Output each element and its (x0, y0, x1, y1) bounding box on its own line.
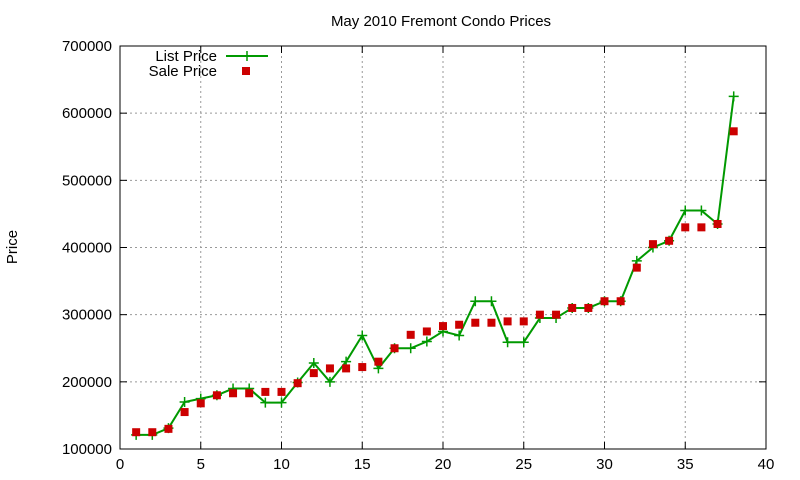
x-tick-label: 15 (354, 456, 371, 473)
data-point-sale-price (132, 428, 141, 437)
data-point-list-price (680, 205, 691, 216)
data-point-sale-price (713, 219, 722, 228)
data-point-sale-price (632, 263, 641, 272)
data-point-sale-price (325, 364, 334, 373)
data-point-sale-price (487, 318, 496, 327)
data-point-list-price (357, 330, 368, 341)
y-tick-label: 400000 (62, 240, 112, 257)
data-point-list-price (421, 336, 432, 347)
grid-lines (120, 46, 766, 449)
legend-label-list-price: List Price (155, 48, 217, 65)
data-point-sale-price (665, 236, 674, 245)
data-point-sale-price (503, 317, 512, 326)
data-point-sale-price (374, 357, 383, 366)
y-tick-label: 700000 (62, 38, 112, 55)
data-point-sale-price (616, 297, 625, 306)
y-tick-label: 200000 (62, 374, 112, 391)
data-point-sale-price (648, 240, 657, 249)
data-point-sale-price (568, 303, 577, 312)
y-tick-label: 100000 (62, 441, 112, 458)
data-point-list-price (728, 91, 739, 102)
data-point-list-price (179, 396, 190, 407)
data-point-sale-price (148, 428, 157, 437)
x-tick-label: 0 (116, 456, 124, 473)
data-point-sale-price (164, 424, 173, 433)
data-point-list-price (502, 337, 513, 348)
plot-frame (119, 45, 767, 450)
data-point-sale-price (584, 303, 593, 312)
legend-marker-list-price (242, 51, 252, 61)
x-tick-label: 35 (677, 456, 694, 473)
data-point-sale-price (519, 317, 528, 326)
x-tick-label: 30 (596, 456, 613, 473)
data-point-sale-price (293, 379, 302, 388)
x-tick-label: 40 (758, 456, 775, 473)
data-point-sale-price (552, 310, 561, 319)
data-point-sale-price (439, 322, 447, 331)
data-point-sale-price (390, 344, 399, 353)
data-point-list-price (518, 337, 529, 348)
data-point-list-price (470, 296, 481, 307)
data-point-sale-price (196, 399, 205, 408)
data-point-sale-price (600, 297, 609, 306)
data-point-sale-price (180, 408, 189, 417)
chart-title: May 2010 Fremont Condo Prices (331, 13, 551, 30)
data-point-sale-price (729, 127, 738, 136)
y-tick-label: 500000 (62, 172, 112, 189)
y-tick-label: 600000 (62, 105, 112, 122)
y-axis-label: Price (4, 230, 21, 264)
legend-label-sale-price: Sale Price (149, 63, 217, 80)
x-tick-label: 20 (435, 456, 452, 473)
x-tick-label: 5 (197, 456, 205, 473)
data-point-list-price (276, 397, 287, 408)
data-point-sale-price (455, 320, 464, 329)
data-point-list-price (260, 397, 271, 408)
data-point-sale-price (229, 389, 238, 398)
axis-ticks: 100000 200000 300000 400000 500000 600000 7000… (62, 38, 774, 473)
data-point-list-price (486, 296, 497, 307)
data-point-sale-price (261, 387, 270, 396)
data-point-sale-price (422, 327, 431, 336)
data-point-list-price (308, 358, 319, 369)
data-point-list-price (696, 205, 707, 216)
data-point-list-price (324, 376, 335, 387)
data-point-sale-price (212, 391, 221, 400)
data-point-sale-price (245, 389, 254, 398)
data-point-sale-price (358, 363, 367, 372)
data-point-sale-price (406, 330, 415, 339)
data-point-sale-price (277, 387, 286, 396)
data-point-sale-price (681, 223, 690, 232)
legend: List Price Sale Price (149, 48, 268, 80)
data-point-sale-price (697, 223, 706, 232)
data-point-list-price (454, 330, 465, 341)
data-point-sale-price (471, 318, 480, 327)
series-layer (131, 91, 739, 440)
data-point-sale-price (535, 310, 544, 319)
y-tick-label: 300000 (62, 307, 112, 324)
data-point-list-price (405, 343, 416, 354)
legend-marker-sale-price (242, 67, 250, 75)
data-point-sale-price (309, 369, 318, 378)
x-tick-label: 10 (273, 456, 290, 473)
x-tick-label: 25 (515, 456, 532, 473)
data-point-sale-price (342, 364, 351, 373)
